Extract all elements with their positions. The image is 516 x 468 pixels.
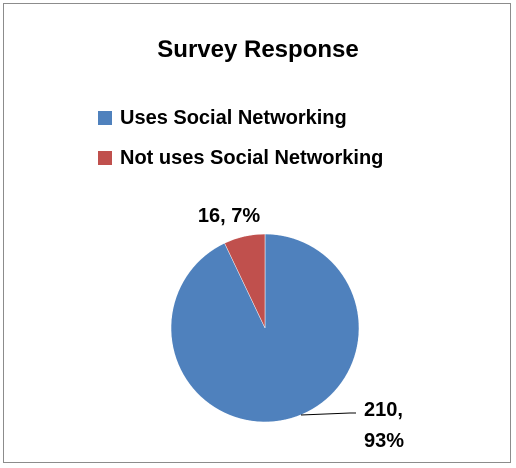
legend-label-not-uses: Not uses Social Networking bbox=[120, 146, 384, 169]
pie-slice-not-uses bbox=[224, 233, 266, 329]
legend-item-uses: Uses Social Networking bbox=[98, 98, 383, 138]
pie-chart: 210, 93% 16, 7% bbox=[170, 205, 404, 452]
pie-slice-uses bbox=[170, 233, 360, 423]
data-label-uses-line-1: 210, bbox=[364, 399, 403, 421]
data-label-not-uses: 16, 7% bbox=[198, 205, 260, 227]
legend-label-uses: Uses Social Networking bbox=[120, 106, 347, 129]
legend-swatch-not-uses bbox=[98, 151, 112, 165]
chart-title: Survey Response bbox=[157, 36, 359, 63]
data-label-uses-line-2: 93% bbox=[364, 430, 404, 452]
legend: Uses Social Networking Not uses Social N… bbox=[98, 98, 383, 178]
leader-line-uses bbox=[301, 412, 356, 416]
legend-item-not-uses: Not uses Social Networking bbox=[98, 138, 383, 178]
chart-area: Survey Response Uses Social Networking N… bbox=[3, 3, 511, 463]
legend-swatch-uses bbox=[98, 111, 112, 125]
